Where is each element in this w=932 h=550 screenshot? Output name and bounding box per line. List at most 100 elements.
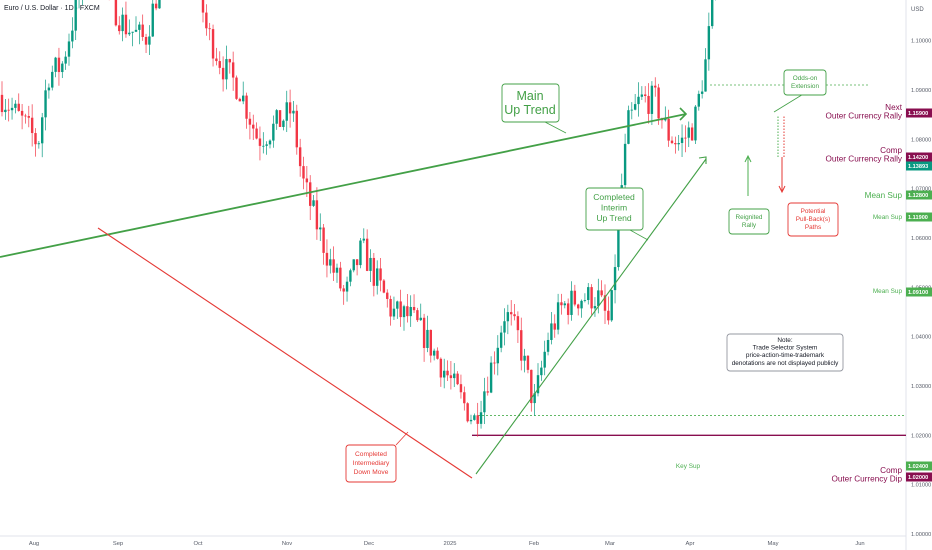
- candle: [613, 267, 617, 291]
- candle: [637, 96, 640, 105]
- candle: [382, 280, 386, 293]
- candle: [309, 182, 312, 206]
- candle: [439, 358, 443, 378]
- candle: [597, 290, 600, 307]
- candle: [27, 116, 30, 118]
- candle: [20, 110, 24, 116]
- y-tick-label: 1.07000: [911, 187, 931, 193]
- y-tick-label: 1.02000: [911, 433, 931, 439]
- candle: [700, 91, 704, 94]
- candle: [365, 238, 369, 271]
- x-tick-label: Aug: [29, 541, 39, 547]
- candle: [654, 85, 657, 88]
- candle: [292, 110, 295, 114]
- price-badge-label: 1.14200: [908, 155, 928, 161]
- candle: [684, 137, 687, 139]
- candle: [489, 362, 493, 393]
- candle: [345, 281, 349, 292]
- candle: [124, 14, 128, 35]
- candle: [432, 350, 436, 356]
- interim-trend-leader: [629, 229, 649, 241]
- candle: [429, 329, 432, 356]
- candle: [443, 370, 446, 378]
- candle: [466, 403, 469, 422]
- y-tick-label: 1.03000: [911, 384, 931, 390]
- candle: [426, 329, 429, 348]
- candle: [252, 124, 255, 129]
- candle: [24, 115, 27, 117]
- candle: [51, 71, 54, 88]
- x-tick-label: May: [768, 541, 779, 547]
- note-text: Note: Trade Selector System price-action-t…: [732, 337, 839, 367]
- interim-uptrend-line: [475, 158, 707, 475]
- price-badge: [906, 190, 932, 200]
- candle: [446, 370, 449, 376]
- candle: [493, 362, 496, 364]
- candle: [396, 301, 399, 309]
- candle: [664, 118, 667, 121]
- candle: [61, 63, 64, 73]
- candle: [278, 110, 282, 127]
- candle: [17, 103, 20, 111]
- candle: [496, 347, 499, 364]
- candle: [215, 58, 218, 62]
- candle: [553, 323, 556, 330]
- candle: [30, 117, 34, 134]
- candle: [503, 321, 506, 333]
- next-outer-rally-label: Next Outer Currency Rally: [826, 103, 903, 121]
- note-box: [726, 333, 844, 372]
- x-tick-label: Mar: [605, 541, 615, 547]
- candle: [690, 127, 694, 141]
- candle: [342, 288, 345, 292]
- candle: [647, 95, 650, 114]
- candle: [208, 28, 211, 30]
- candle: [151, 3, 154, 37]
- candle: [372, 257, 376, 286]
- candle: [54, 57, 57, 72]
- reignited-arrowhead: [744, 154, 752, 163]
- candle: [697, 93, 700, 107]
- candle: [577, 304, 580, 309]
- reignited-label: Reignited Rally: [735, 214, 762, 229]
- mean-sup-1-label: Mean Sup: [865, 191, 903, 200]
- price-badge-label: 1.02400: [908, 464, 928, 470]
- candle: [332, 259, 335, 273]
- candle: [118, 25, 121, 32]
- candle: [285, 102, 288, 121]
- candle: [335, 267, 339, 273]
- candle: [680, 137, 684, 144]
- price-badge-label: 1.15900: [908, 111, 928, 117]
- candle: [305, 178, 309, 183]
- candle: [550, 323, 553, 340]
- candle: [268, 140, 272, 145]
- candle: [389, 298, 392, 317]
- candle: [707, 26, 711, 60]
- candle: [359, 240, 362, 266]
- candle: [362, 238, 365, 241]
- candle: [329, 259, 332, 266]
- mean-sup-3-label: Mean Sup: [873, 288, 903, 295]
- main-uptrend-arrowhead: [679, 107, 688, 121]
- candle: [499, 332, 503, 348]
- candle: [650, 85, 654, 114]
- candle: [349, 270, 352, 282]
- x-tick-label: Nov: [282, 541, 292, 547]
- down-move-leader: [395, 431, 409, 446]
- price-badge-label: 1.13893: [908, 164, 928, 170]
- candle: [674, 143, 677, 145]
- candle: [526, 355, 530, 370]
- candle: [376, 268, 379, 286]
- candle: [74, 0, 77, 31]
- candle: [543, 351, 546, 368]
- x-tick-label: Oct: [193, 541, 202, 547]
- price-badge: [906, 108, 932, 118]
- candle: [506, 312, 510, 322]
- candle: [128, 32, 131, 35]
- candle: [67, 41, 71, 57]
- candle: [10, 107, 14, 111]
- down-move-callout: [345, 444, 397, 483]
- candle: [322, 227, 325, 253]
- candle: [593, 306, 597, 309]
- candle: [556, 302, 560, 330]
